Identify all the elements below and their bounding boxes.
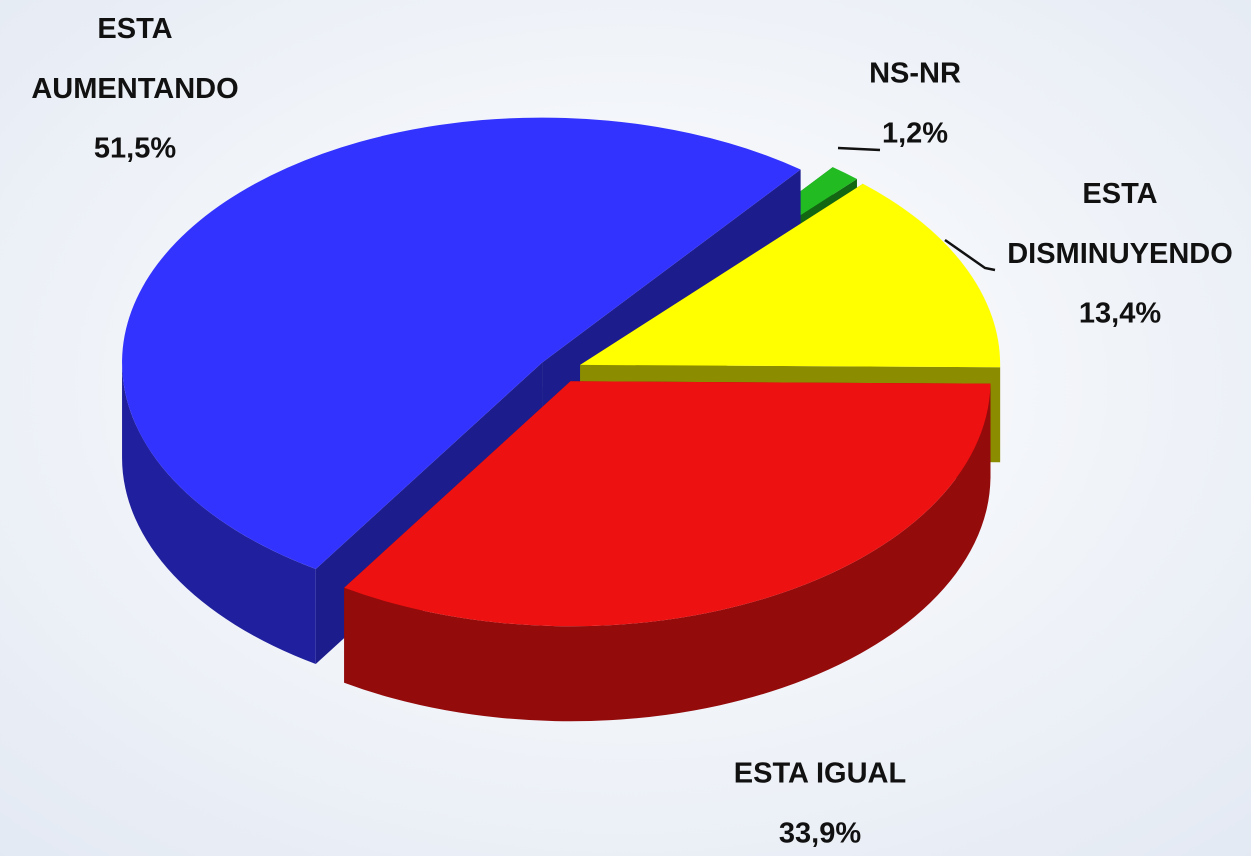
slice	[580, 183, 1001, 368]
slice-label: NS-NR	[869, 58, 961, 90]
slice	[344, 381, 991, 627]
slice-label: ESTA AUMENTANDO	[31, 13, 238, 105]
slice	[122, 117, 801, 569]
slice-side	[344, 383, 991, 722]
slice-label: ESTA IGUAL	[734, 758, 906, 790]
value-label: 13,4%	[1079, 298, 1161, 330]
pie	[122, 117, 1001, 722]
value-label: 33,9%	[779, 818, 861, 850]
value-label: 51,5%	[94, 133, 176, 165]
leader-line	[944, 238, 996, 272]
value-label: 1,2%	[882, 118, 948, 150]
slice-label: ESTA DISMINUYENDO	[1007, 178, 1233, 270]
leader-line	[837, 146, 881, 152]
slice-side	[122, 362, 316, 664]
slice	[344, 381, 991, 722]
